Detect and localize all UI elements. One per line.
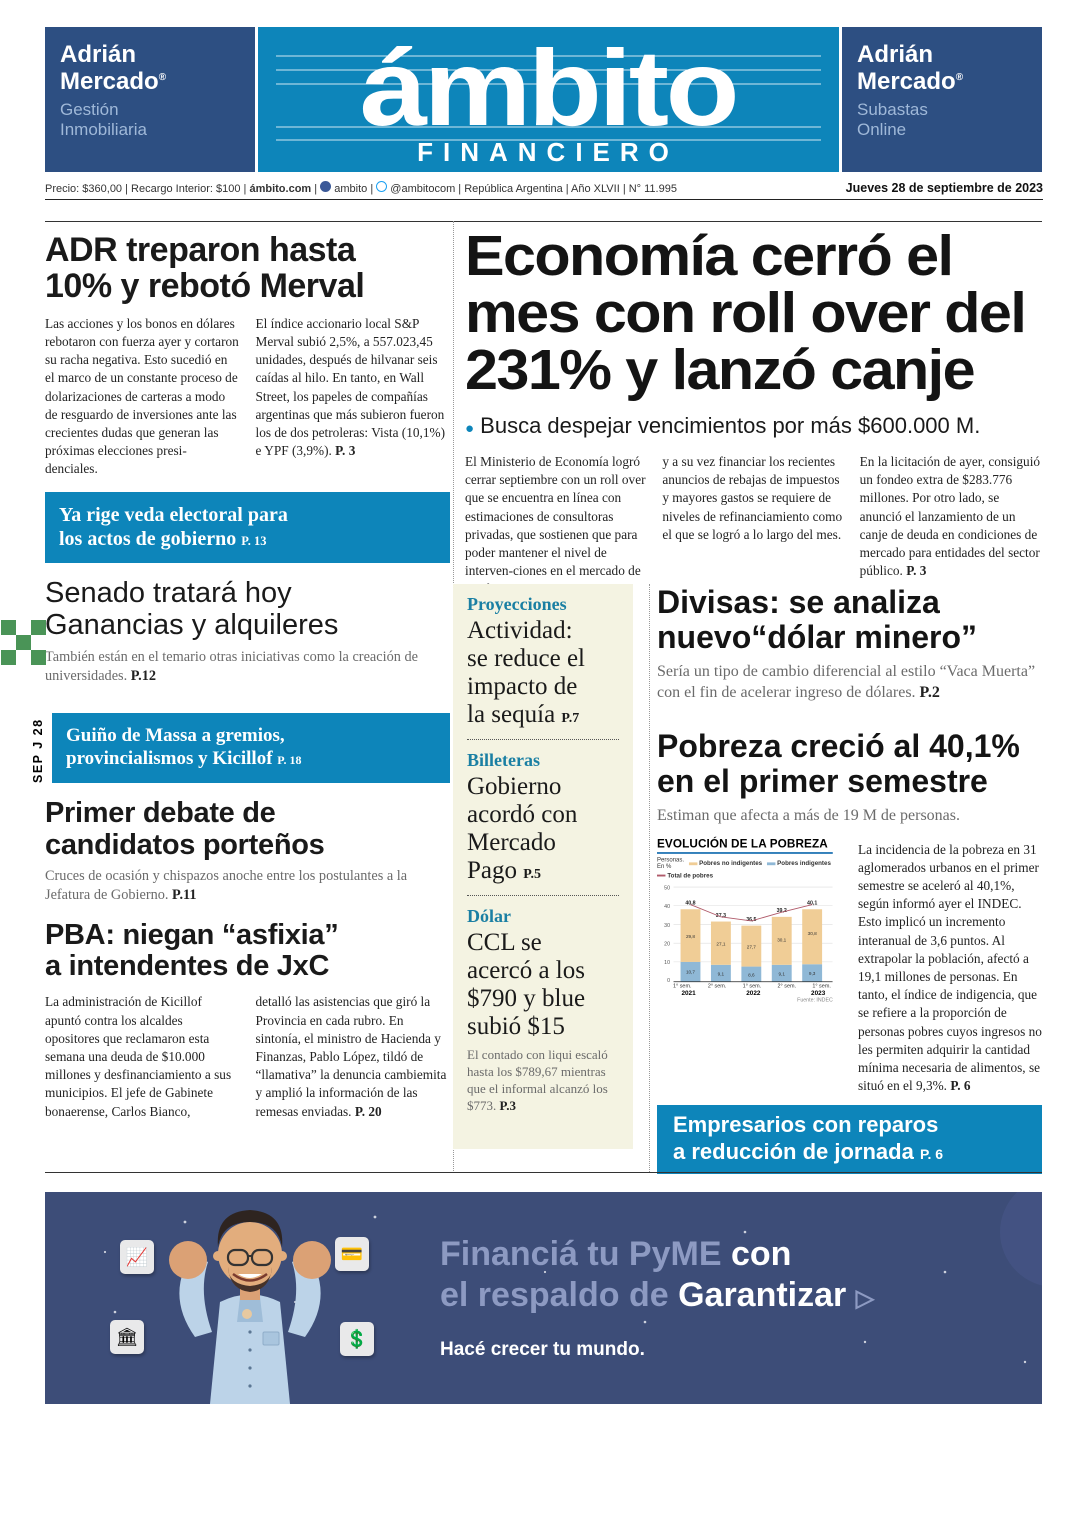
svg-text:10,7: 10,7 (686, 969, 695, 974)
svg-text:ámbito: ámbito (360, 28, 736, 149)
svg-text:40: 40 (664, 903, 670, 909)
svg-text:30: 30 (664, 922, 670, 928)
svg-text:9,1: 9,1 (718, 971, 725, 976)
svg-text:30,1: 30,1 (777, 937, 786, 942)
svg-text:FINANCIERO: FINANCIERO (417, 137, 679, 167)
svg-text:50: 50 (664, 885, 670, 891)
svg-text:10: 10 (664, 960, 670, 966)
svg-text:9,3: 9,3 (809, 970, 816, 975)
svg-text:29,8: 29,8 (686, 933, 695, 938)
svg-text:0: 0 (667, 977, 670, 983)
svg-text:27,7: 27,7 (747, 944, 756, 949)
svg-text:27,1: 27,1 (716, 941, 725, 946)
svg-text:30,8: 30,8 (808, 930, 817, 935)
svg-text:8,6: 8,6 (748, 972, 755, 977)
svg-text:9,1: 9,1 (778, 971, 785, 976)
svg-text:20: 20 (664, 941, 670, 947)
svg-text:40,8: 40,8 (685, 900, 695, 906)
